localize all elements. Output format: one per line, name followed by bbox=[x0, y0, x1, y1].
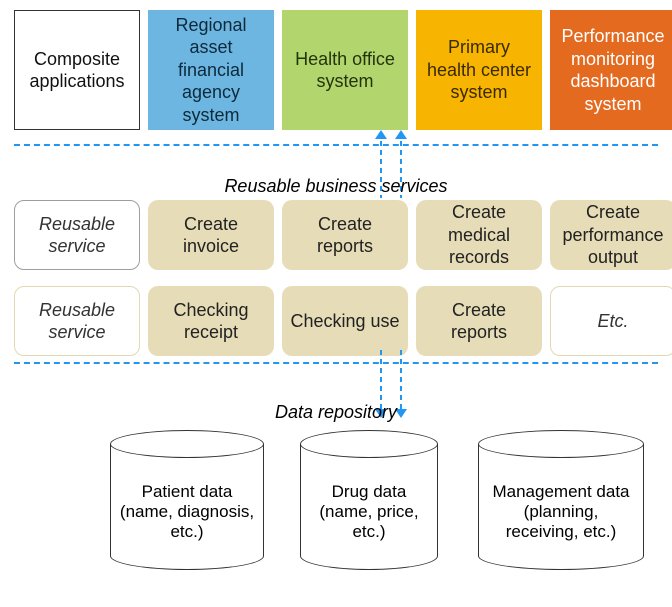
top-tile: Health office system bbox=[282, 10, 408, 130]
separator-bottom bbox=[14, 362, 658, 364]
cylinder-label: Patient data (name, diagnosis, etc.) bbox=[110, 444, 264, 570]
top-tile: Composite applications bbox=[14, 10, 140, 130]
service-cell: Reusable service bbox=[14, 200, 140, 270]
service-cell: Create medical records bbox=[416, 200, 542, 270]
service-cell: Create performance output bbox=[550, 200, 672, 270]
data-cylinder: Patient data (name, diagnosis, etc.) bbox=[110, 430, 264, 570]
top-tile: Performance monitoring dashboard system bbox=[550, 10, 672, 130]
separator-top bbox=[14, 144, 658, 146]
service-cell: Etc. bbox=[550, 286, 672, 356]
service-cell: Checking receipt bbox=[148, 286, 274, 356]
data-cylinder: Drug data (name, price, etc.) bbox=[300, 430, 438, 570]
service-cell: Create reports bbox=[416, 286, 542, 356]
service-cell: Checking use bbox=[282, 286, 408, 356]
composite-applications-row: Composite applicationsRegional asset fin… bbox=[14, 10, 672, 130]
data-cylinder: Management data (planning, receiving, et… bbox=[478, 430, 644, 570]
service-row-2: Reusable serviceChecking receiptChecking… bbox=[14, 286, 672, 356]
top-tile: Regional asset financial agency system bbox=[148, 10, 274, 130]
service-cell: Create invoice bbox=[148, 200, 274, 270]
service-cell: Create reports bbox=[282, 200, 408, 270]
service-cell: Reusable service bbox=[14, 286, 140, 356]
top-tile: Primary health center system bbox=[416, 10, 542, 130]
service-row-1: Reusable serviceCreate invoiceCreate rep… bbox=[14, 200, 672, 270]
services-section-title: Reusable business services bbox=[0, 176, 672, 197]
cylinder-label: Management data (planning, receiving, et… bbox=[478, 444, 644, 570]
repository-section-title: Data repository bbox=[0, 402, 672, 423]
cylinder-label: Drug data (name, price, etc.) bbox=[300, 444, 438, 570]
